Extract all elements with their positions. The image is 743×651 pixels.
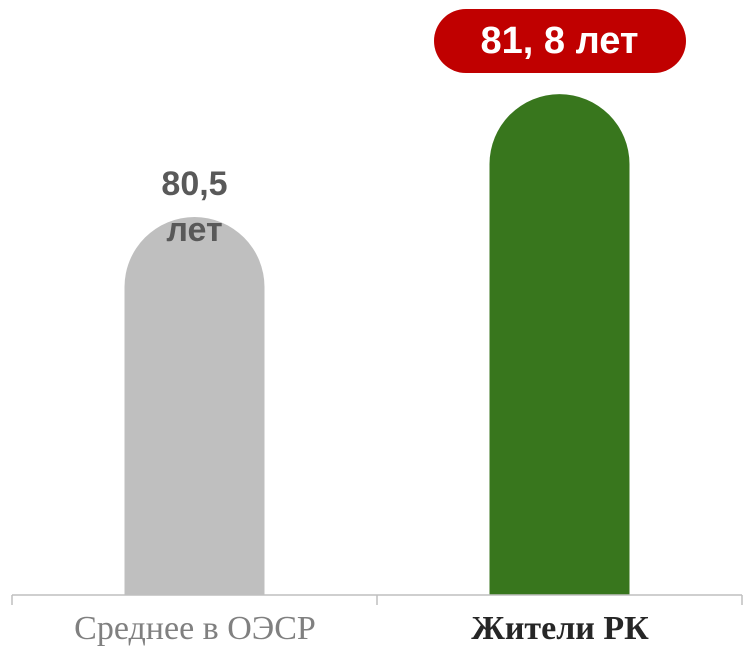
bar bbox=[124, 217, 265, 595]
x-tick-label: Среднее в ОЭСР bbox=[74, 610, 316, 647]
bar bbox=[489, 94, 630, 596]
value-label: 81, 8 лет bbox=[433, 9, 686, 74]
x-tick-label: Жители РК bbox=[471, 610, 649, 647]
value-label: 80,5 лет bbox=[161, 165, 228, 249]
